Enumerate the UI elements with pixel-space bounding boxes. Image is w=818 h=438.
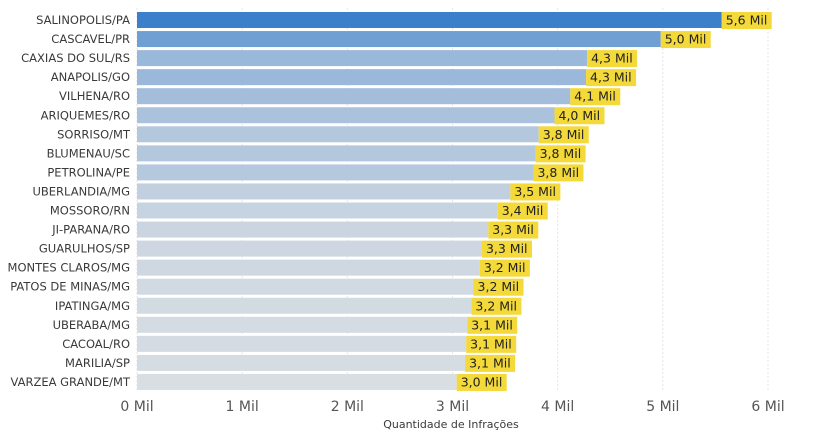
- category-label: BLUMENAU/SC: [47, 146, 130, 160]
- value-label-bg: [456, 373, 507, 391]
- x-tick-label: 2 Mil: [331, 399, 364, 415]
- bar: [137, 183, 511, 200]
- bar: [137, 278, 474, 295]
- category-label: SALINOPOLIS/PA: [36, 13, 130, 27]
- bar: [137, 50, 588, 67]
- x-tick-label: 5 Mil: [646, 399, 679, 415]
- category-label: ANAPOLIS/GO: [51, 70, 130, 84]
- category-label: CASCAVEL/PR: [51, 32, 130, 46]
- bar: [137, 202, 498, 219]
- value-label: 4,3 Mil: [591, 51, 633, 66]
- bar: [137, 164, 534, 181]
- value-label-bg: [660, 31, 711, 49]
- bar: [137, 69, 587, 86]
- value-label: 5,0 Mil: [665, 32, 707, 47]
- category-label: VILHENA/RO: [59, 89, 130, 103]
- value-label-bg: [533, 164, 584, 182]
- x-axis-title: Quantidade de Infrações: [383, 418, 519, 431]
- bar: [137, 316, 468, 333]
- value-label: 3,4 Mil: [502, 203, 544, 218]
- value-label: 3,1 Mil: [471, 317, 513, 332]
- value-label: 3,2 Mil: [478, 279, 520, 294]
- value-label-bg: [497, 202, 548, 220]
- bar: [137, 259, 480, 276]
- bar: [137, 373, 457, 390]
- bar: [137, 297, 472, 314]
- value-label-bg: [510, 183, 561, 201]
- x-tick-label: 4 Mil: [541, 399, 574, 415]
- value-label: 3,8 Mil: [537, 165, 579, 180]
- value-label-bg: [535, 145, 586, 163]
- value-label: 4,3 Mil: [590, 70, 632, 85]
- category-label: IPATINGA/MG: [55, 299, 130, 313]
- category-label: MONTES CLAROS/MG: [8, 261, 130, 275]
- value-label-bg: [554, 107, 605, 125]
- value-label-bg: [465, 354, 516, 372]
- value-label: 3,0 Mil: [461, 374, 503, 389]
- x-tick-label: 0 Mil: [120, 399, 153, 415]
- bar: [137, 145, 536, 162]
- category-label: ARIQUEMES/RO: [41, 108, 130, 122]
- value-label-bg: [538, 126, 589, 144]
- value-label: 3,5 Mil: [514, 184, 556, 199]
- bar: [137, 12, 722, 28]
- value-label: 3,8 Mil: [543, 127, 585, 142]
- category-label: CAXIAS DO SUL/RS: [21, 51, 130, 65]
- value-label: 3,3 Mil: [486, 241, 528, 256]
- category-labels: SALINOPOLIS/PA CASCAVEL/PR CAXIAS DO SUL/R…: [8, 13, 131, 389]
- bar: [137, 221, 489, 238]
- category-label: PATOS DE MINAS/MG: [10, 280, 130, 294]
- bar: [137, 335, 467, 352]
- category-label: SORRISO/MT: [57, 127, 131, 141]
- value-label: 3,3 Mil: [492, 222, 534, 237]
- bar: [137, 126, 539, 143]
- value-label-bg: [721, 12, 772, 29]
- bar: [137, 240, 482, 257]
- bars: [137, 12, 722, 390]
- bar: [137, 88, 571, 105]
- bar: [137, 107, 555, 124]
- value-label: 4,0 Mil: [559, 108, 601, 123]
- value-label-bg: [467, 316, 518, 334]
- value-label-bg: [587, 50, 638, 68]
- value-label-bg: [473, 278, 524, 296]
- category-label: MOSSORO/RN: [50, 204, 130, 218]
- value-label-bg: [570, 88, 621, 106]
- value-label: 5,6 Mil: [726, 13, 768, 28]
- value-label: 3,1 Mil: [469, 355, 511, 370]
- value-label-bg: [488, 221, 539, 239]
- category-label: UBERABA/MG: [53, 318, 130, 332]
- value-label-bg: [586, 69, 637, 87]
- category-label: PETROLINA/PE: [47, 165, 130, 179]
- bar: [137, 31, 661, 48]
- x-axis-ticks: 0 Mil 1 Mil 2 Mil 3 Mil 4 Mil 5 Mil 6 Mil: [120, 399, 784, 415]
- value-label-bg: [479, 259, 530, 277]
- category-label: JI-PARANA/RO: [51, 223, 130, 237]
- bar: [137, 354, 466, 371]
- value-labels: 5,6 Mil 5,0 Mil 4,3 Mil 4,3 Mil 4,1 Mil 4,0 M…: [456, 12, 772, 391]
- category-label: UBERLANDIA/MG: [32, 184, 130, 198]
- value-label: 3,8 Mil: [540, 146, 582, 161]
- category-label: GUARULHOS/SP: [39, 242, 130, 256]
- category-label: CACOAL/RO: [62, 337, 130, 351]
- x-tick-label: 1 Mil: [226, 399, 259, 415]
- x-tick-label: 3 Mil: [436, 399, 469, 415]
- value-label: 3,2 Mil: [475, 298, 517, 313]
- value-label-bg: [471, 297, 522, 315]
- category-label: VARZEA GRANDE/MT: [10, 375, 130, 389]
- value-label: 3,1 Mil: [470, 336, 512, 351]
- value-label-bg: [466, 335, 517, 353]
- value-label-bg: [481, 240, 532, 258]
- x-tick-label: 6 Mil: [751, 399, 784, 415]
- value-label: 3,2 Mil: [484, 260, 526, 275]
- value-label: 4,1 Mil: [574, 89, 616, 104]
- category-label: MARILIA/SP: [65, 356, 130, 370]
